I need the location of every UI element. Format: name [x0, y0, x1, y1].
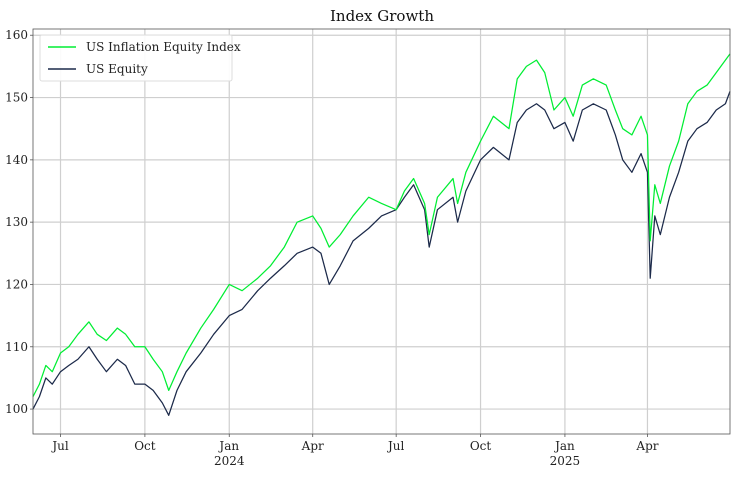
series-line-us-inflation-equity-index — [32, 53, 731, 397]
x-tick-year-label: 2025 — [550, 454, 581, 468]
y-axis-ticks: 100 110 120 130 140 150 160 — [5, 28, 33, 416]
chart-title: Index Growth — [330, 7, 434, 25]
y-tick-label: 160 — [5, 28, 28, 42]
legend-label-us-equity: US Equity — [86, 62, 148, 76]
x-tick-label: Oct — [470, 439, 492, 453]
x-tick-year-label: 2024 — [214, 454, 245, 468]
grid — [33, 29, 730, 434]
legend-box — [39, 34, 233, 82]
x-tick-label: Oct — [134, 439, 156, 453]
y-tick-label: 120 — [5, 277, 28, 291]
y-tick-label: 130 — [5, 215, 28, 229]
x-tick-label: Apr — [635, 439, 658, 453]
x-tick-label: Apr — [301, 439, 324, 453]
x-tick-label: Jan — [553, 439, 575, 453]
y-tick-label: 140 — [5, 153, 28, 167]
x-tick-label: Jul — [50, 439, 69, 453]
legend-label-inflation: US Inflation Equity Index — [86, 40, 241, 54]
y-tick-label: 150 — [5, 91, 28, 105]
plot-frame — [32, 28, 731, 435]
x-tick-label: Jan — [217, 439, 239, 453]
legend: US Inflation Equity Index US Equity — [39, 34, 241, 82]
y-tick-label: 110 — [5, 340, 28, 354]
y-tick-label: 100 — [5, 402, 28, 416]
series-line-us-equity — [32, 91, 731, 416]
x-tick-label: Jul — [386, 439, 405, 453]
series-layer — [32, 53, 731, 416]
